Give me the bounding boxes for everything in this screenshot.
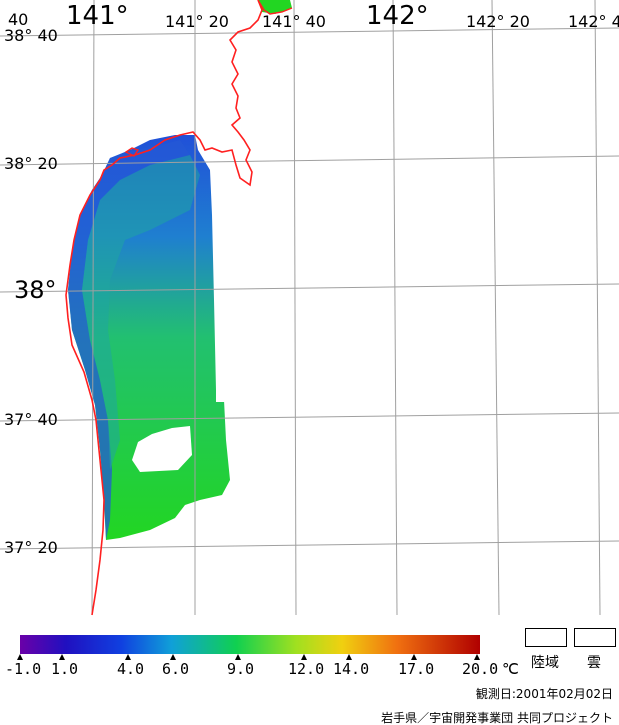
graticule bbox=[0, 0, 619, 616]
sst-mid-band bbox=[82, 155, 200, 470]
legend-unit-label: ℃ bbox=[502, 660, 519, 678]
lat-label-38: 38° bbox=[14, 276, 57, 304]
land-legend-swatch bbox=[525, 628, 567, 647]
legend-tick-label: 12.0 bbox=[288, 660, 325, 678]
land-legend-label: 陸域 bbox=[531, 655, 559, 671]
legend-tick-label: 9.0 bbox=[227, 660, 255, 678]
coastline bbox=[65, 0, 263, 616]
legend-tick-label: 14.0 bbox=[333, 660, 370, 678]
lon-label-142: 142° bbox=[366, 1, 429, 31]
coastline-north bbox=[257, 0, 293, 15]
lon-label-141: 141° bbox=[66, 1, 129, 31]
observation-date: 観測日:2001年02月02日 bbox=[475, 687, 613, 701]
lat-label-38-40: 38° 40 bbox=[4, 26, 58, 45]
lon-label-141-20: 141° 20 bbox=[165, 12, 229, 31]
color-legend bbox=[17, 635, 480, 660]
lat-label-38-20: 38° 20 bbox=[4, 154, 58, 173]
lon-label-142-40: 142° 4 bbox=[568, 12, 619, 31]
cloud-gap bbox=[132, 426, 192, 472]
legend-tick-label: 20.0 bbox=[462, 660, 499, 678]
sea-edge-notch bbox=[216, 390, 226, 402]
lat-label-37-40: 37° 40 bbox=[4, 410, 58, 429]
legend-tick-label: 4.0 bbox=[117, 660, 145, 678]
legend-tick-label: -1.0 bbox=[5, 660, 42, 678]
cloud-legend-swatch bbox=[574, 628, 616, 647]
color-legend-bar bbox=[20, 635, 480, 654]
lon-label-142-20: 142° 20 bbox=[466, 12, 530, 31]
legend-tick-label: 6.0 bbox=[162, 660, 190, 678]
project-credit: 岩手県／宇宙開発事業団 共同プロジェクト bbox=[381, 711, 613, 725]
corner-label: 40 bbox=[8, 10, 29, 29]
lat-label-37-20: 37° 20 bbox=[4, 538, 58, 557]
legend-tick-label: 1.0 bbox=[51, 660, 79, 678]
lon-label-141-40: 141° 40 bbox=[262, 12, 326, 31]
sst-data-layer bbox=[68, 135, 230, 540]
coastline-island bbox=[124, 147, 140, 157]
legend-tick-label: 17.0 bbox=[398, 660, 435, 678]
legend-tick-marks bbox=[17, 654, 480, 660]
sst-top-patch bbox=[258, 0, 292, 14]
cloud-legend-label: 雲 bbox=[587, 655, 601, 671]
